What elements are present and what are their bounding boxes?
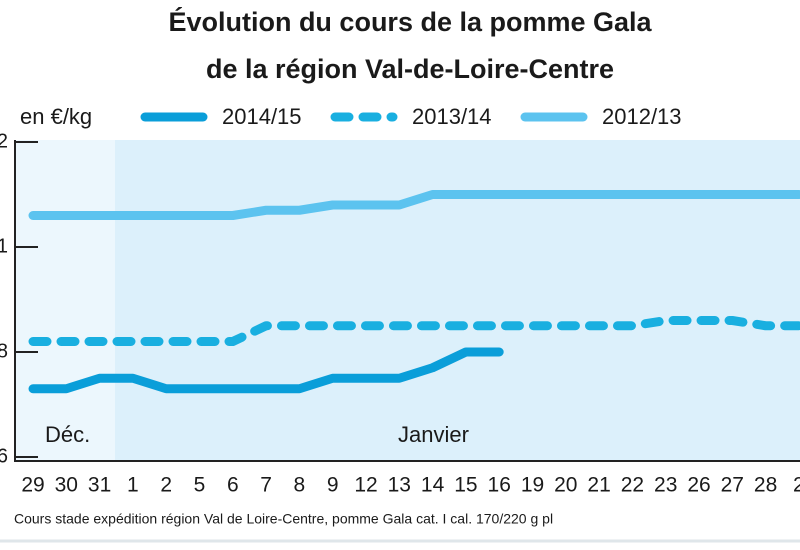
x-tick-label: 28 <box>754 474 777 497</box>
x-tick-label: 1 <box>127 474 139 497</box>
x-tick-label: 6 <box>227 474 239 497</box>
x-tick-label: 9 <box>327 474 339 497</box>
series-line <box>28 347 504 394</box>
chart-title: de la région Val-de-Loire-Centre <box>206 54 614 84</box>
x-tick-label: 21 <box>587 474 610 497</box>
x-tick-label: 20 <box>554 474 577 497</box>
y-axis-label: en €/kg <box>20 104 92 129</box>
legend-label: 2012/13 <box>602 104 682 129</box>
footnote: Cours stade expédition région Val de Loi… <box>14 511 553 527</box>
x-tick-label: 15 <box>454 474 477 497</box>
legend-label: 2013/14 <box>412 104 492 129</box>
annotation: Déc. <box>45 422 90 447</box>
x-tick-label: 27 <box>721 474 744 497</box>
x-tick-label: 16 <box>488 474 511 497</box>
x-tick-label: 12 <box>354 474 377 497</box>
x-tick-label: 31 <box>88 474 111 497</box>
x-tick-label: 19 <box>521 474 544 497</box>
series-line <box>28 316 800 346</box>
x-tick-label: 8 <box>294 474 306 497</box>
legend-label: 2014/15 <box>222 104 302 129</box>
x-tick-label: 2 <box>160 474 172 497</box>
plot-background <box>15 140 800 460</box>
y-tick-label: 1 <box>0 235 8 257</box>
x-tick-label: 2 <box>793 474 800 497</box>
y-tick-label: 0.6 <box>0 445 8 467</box>
y-tick-label: 1.2 <box>0 130 8 152</box>
x-tick-label: 30 <box>55 474 78 497</box>
x-tick-label: 29 <box>21 474 44 497</box>
x-tick-label: 23 <box>654 474 677 497</box>
december-band <box>15 140 115 460</box>
x-tick-label: 14 <box>421 474 445 497</box>
series-line <box>28 190 800 220</box>
chart-title: Évolution du cours de la pomme Gala <box>168 6 652 37</box>
x-tick-label: 7 <box>260 474 272 497</box>
annotation: Janvier <box>398 422 469 447</box>
x-tick-label: 5 <box>194 474 206 497</box>
x-tick-label: 13 <box>388 474 411 497</box>
y-tick-label: 0.8 <box>0 340 8 362</box>
x-tick-label: 22 <box>621 474 644 497</box>
x-tick-label: 26 <box>687 474 710 497</box>
